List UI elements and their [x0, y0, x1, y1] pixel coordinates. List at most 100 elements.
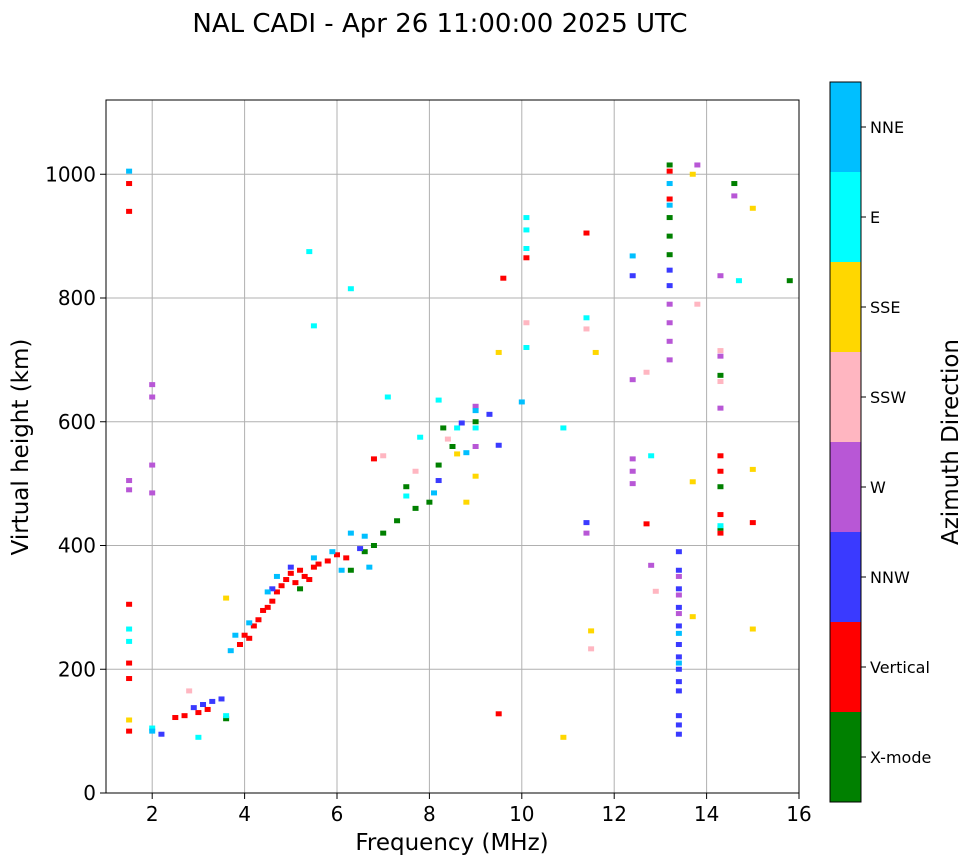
data-point-vertical — [292, 580, 299, 586]
data-point-x-mode — [472, 419, 479, 425]
data-point-e — [417, 434, 424, 440]
data-point-vertical — [495, 711, 502, 717]
data-point-ssw — [583, 326, 590, 332]
colorbar-segment — [830, 712, 861, 802]
data-point-x-mode — [449, 444, 456, 449]
data-point-nnw — [357, 546, 364, 552]
data-point-vertical — [126, 660, 133, 666]
data-point-vertical — [666, 168, 673, 174]
data-point-x-mode — [426, 499, 433, 505]
data-point-vertical — [287, 570, 294, 576]
data-point-x-mode — [361, 549, 368, 555]
data-point-e — [717, 523, 724, 529]
data-point-nnw — [629, 273, 636, 279]
data-point-vertical — [273, 589, 280, 595]
data-point-w — [629, 468, 636, 474]
data-point-nnw — [666, 267, 673, 273]
data-point-nnw — [675, 731, 682, 737]
data-point-nnw — [458, 420, 465, 426]
data-point-w — [666, 357, 673, 363]
data-point-w — [717, 353, 724, 359]
y-tick-label: 0 — [83, 781, 96, 805]
data-point-ssw — [380, 453, 387, 459]
y-tick-label: 600 — [58, 410, 96, 434]
colorbar-segment — [830, 622, 861, 712]
colorbar-tick-label: NNE — [870, 118, 904, 137]
data-point-ssw — [186, 688, 193, 694]
data-point-vertical — [126, 676, 133, 682]
chart-title: NAL CADI - Apr 26 11:00:00 2025 UTC — [192, 9, 687, 39]
data-point-nne — [361, 533, 368, 539]
data-point-w — [731, 193, 738, 199]
data-point-nnw — [666, 283, 673, 289]
data-point-x-mode — [666, 252, 673, 258]
data-point-nne — [518, 399, 525, 405]
data-point-nne — [629, 253, 636, 259]
data-point-e — [523, 227, 530, 233]
plot-points — [126, 162, 793, 740]
data-point-vertical — [297, 567, 304, 573]
data-point-sse — [495, 349, 502, 355]
data-point-x-mode — [666, 233, 673, 239]
data-point-sse — [588, 628, 595, 634]
data-point-nne — [310, 555, 317, 561]
data-point-w — [717, 405, 724, 411]
y-tick-label: 400 — [58, 534, 96, 558]
data-point-e — [149, 725, 156, 731]
data-point-vertical — [269, 598, 276, 604]
data-point-vertical — [717, 468, 724, 474]
data-point-nne — [366, 564, 373, 570]
data-point-x-mode — [717, 372, 724, 378]
data-point-nnw — [675, 654, 682, 660]
data-point-nnw — [158, 731, 165, 737]
plot-frame — [105, 99, 800, 794]
data-point-nne — [126, 168, 133, 174]
colorbar-tick-label: Vertical — [870, 658, 930, 677]
data-point-sse — [749, 626, 756, 632]
data-point-nne — [264, 589, 271, 595]
data-point-vertical — [500, 275, 507, 281]
data-point-w — [717, 273, 724, 279]
data-point-nnw — [675, 666, 682, 672]
data-point-nne — [675, 630, 682, 636]
data-point-x-mode — [380, 530, 387, 536]
data-point-vertical — [126, 601, 133, 607]
data-point-e — [195, 734, 202, 740]
data-point-e — [306, 249, 313, 255]
data-point-vertical — [172, 715, 179, 721]
data-point-w — [149, 382, 156, 388]
data-point-nne — [472, 408, 479, 414]
data-point-sse — [749, 466, 756, 472]
data-point-x-mode — [412, 505, 419, 511]
x-tick-label: 6 — [331, 802, 344, 826]
data-point-vertical — [717, 512, 724, 518]
data-point-nnw — [675, 713, 682, 719]
data-point-vertical — [126, 181, 133, 187]
colorbar-segment — [830, 82, 861, 172]
data-point-sse — [463, 499, 470, 505]
data-point-w — [666, 338, 673, 344]
data-point-nnw — [675, 549, 682, 555]
colorbar-tick-label: X-mode — [870, 748, 931, 767]
data-point-e — [126, 626, 133, 632]
data-point-x-mode — [297, 586, 304, 592]
data-point-sse — [223, 595, 230, 601]
data-point-nnw — [218, 696, 225, 702]
data-point-nnw — [675, 567, 682, 573]
data-point-ssw — [444, 436, 451, 442]
x-tick-label: 16 — [786, 802, 811, 826]
colorbar-segment — [830, 532, 861, 622]
data-point-sse — [592, 349, 599, 355]
data-point-w — [583, 530, 590, 536]
y-tick-label: 1000 — [45, 162, 96, 186]
data-point-nne — [227, 648, 234, 654]
data-point-sse — [689, 614, 696, 620]
data-point-w — [126, 487, 133, 493]
data-point-x-mode — [435, 462, 442, 468]
data-point-nne — [246, 620, 253, 626]
data-point-ssw — [523, 320, 530, 326]
data-point-vertical — [324, 558, 331, 564]
data-point-sse — [689, 171, 696, 177]
data-point-w — [629, 456, 636, 462]
data-point-sse — [454, 451, 461, 457]
